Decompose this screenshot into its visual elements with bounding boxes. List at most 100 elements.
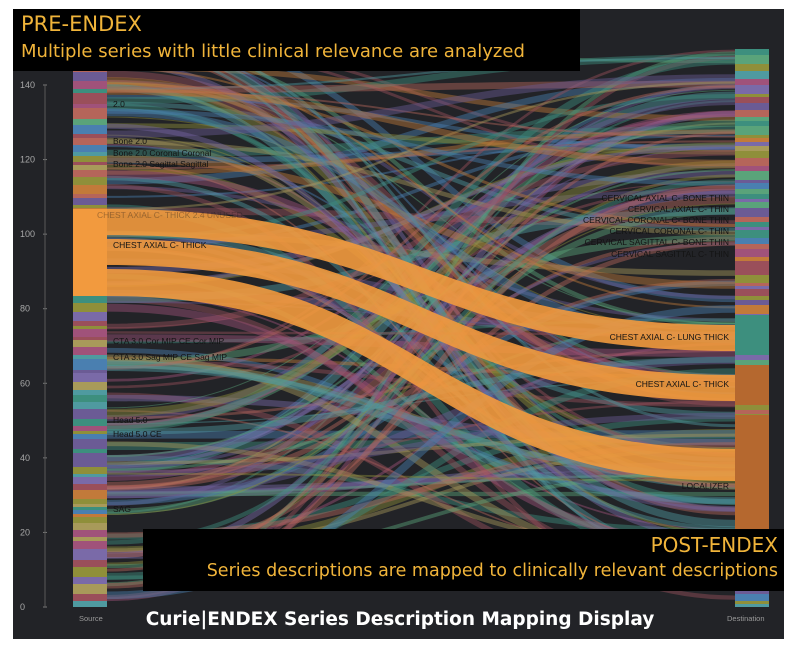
destination-node-segment	[735, 222, 769, 227]
flow-ribbon	[106, 101, 736, 232]
source-axis-label: Source	[79, 614, 103, 623]
flow-ribbon	[106, 412, 736, 477]
destination-node-segment	[735, 208, 769, 217]
source-node-segment	[73, 434, 107, 439]
source-node-segment	[73, 303, 107, 308]
source-node-segment	[73, 431, 107, 434]
flow-ribbon	[106, 180, 736, 329]
flow-ribbon	[106, 85, 736, 370]
flow-ribbon	[106, 144, 736, 286]
flow-ribbon	[106, 400, 736, 473]
flow-ribbon	[106, 140, 736, 170]
source-node-segment	[73, 93, 107, 104]
source-label: 2.0	[113, 99, 125, 109]
source-node-segment	[73, 439, 107, 449]
source-label: Head 5.0	[113, 415, 148, 425]
destination-node-segment	[735, 126, 769, 135]
destination-label: CERVICAL CORONAL C- THIN	[610, 226, 730, 236]
source-node-segment	[73, 177, 107, 185]
source-label: CTA 3.0 Sag MIP CE Sag MIP	[113, 352, 227, 362]
source-node-segment	[73, 601, 107, 607]
flow-ribbon	[106, 334, 736, 357]
source-node-segment	[73, 205, 107, 208]
source-label: Bone 2.0	[113, 136, 147, 146]
source-node-segment	[73, 337, 107, 340]
source-node-segment	[73, 461, 107, 467]
source-node-segment	[73, 541, 107, 549]
flow-ribbon	[106, 102, 736, 506]
destination-node-segment	[735, 410, 769, 414]
flow-ribbon	[106, 139, 736, 236]
source-node-segment	[73, 326, 107, 329]
flow-ribbon	[106, 129, 736, 175]
flow-ribbon	[106, 472, 736, 482]
source-node-segment	[73, 81, 107, 89]
source-node-segment	[73, 321, 107, 326]
source-node-segment	[73, 373, 107, 382]
y-tick-label: 40	[20, 453, 30, 463]
destination-label: LOCALIZER	[682, 481, 729, 491]
source-node-segment	[73, 347, 107, 355]
destination-node-block	[735, 365, 769, 405]
destination-node-segment	[735, 110, 769, 117]
flow-ribbon	[106, 109, 736, 187]
flow-ribbon	[106, 150, 736, 330]
flow-ribbon	[106, 70, 736, 388]
destination-node-segment	[735, 202, 769, 208]
source-node-segment	[73, 162, 107, 165]
flow-ribbon	[106, 188, 736, 481]
source-node-segment	[73, 402, 107, 409]
destination-label: CERVICAL SAGITTAL C- BONE THIN	[585, 237, 729, 247]
flow-ribbon	[106, 57, 736, 434]
destination-node-segment	[735, 296, 769, 300]
destination-node-segment	[735, 71, 769, 79]
source-node-segment	[73, 134, 107, 138]
flow-ribbon	[106, 196, 736, 490]
flow-ribbon	[106, 49, 736, 371]
destination-node-segment	[735, 117, 769, 121]
source-node-segment	[73, 329, 107, 337]
flow-ribbon	[106, 280, 736, 506]
source-node-segment	[73, 477, 107, 484]
source-node-segment	[73, 504, 107, 507]
destination-node-segment	[735, 601, 769, 604]
source-node-segment	[73, 296, 107, 303]
destination-node-segment	[735, 97, 769, 103]
destination-node-segment	[735, 217, 769, 222]
flow-ribbon	[106, 81, 736, 378]
flow-ribbon	[106, 85, 736, 506]
flow-ribbon	[106, 292, 736, 531]
destination-node-bar	[735, 49, 769, 607]
destination-node-segment	[735, 146, 769, 151]
source-node-segment	[73, 119, 107, 125]
destination-node-segment	[735, 94, 769, 97]
source-node-segment	[73, 449, 107, 453]
source-label: SAG	[113, 504, 131, 514]
destination-node-segment	[735, 55, 769, 64]
source-node-segment	[73, 577, 107, 584]
destination-node-segment	[735, 142, 769, 146]
flow-ribbon	[106, 89, 736, 409]
source-node-segment	[73, 125, 107, 134]
flow-ribbon	[106, 98, 736, 422]
source-node-segment	[73, 108, 107, 119]
source-node-segment	[73, 390, 107, 395]
flow-ribbon	[106, 155, 736, 289]
destination-node-segment	[735, 257, 769, 261]
destination-node-segment	[735, 261, 769, 270]
flow-ribbon	[106, 360, 736, 505]
destination-node-segment	[735, 158, 769, 166]
y-tick-label: 80	[20, 304, 30, 314]
source-node-segment	[73, 514, 107, 517]
source-node-bar	[73, 24, 107, 607]
source-node-segment	[73, 355, 107, 359]
destination-node-segment	[735, 79, 769, 85]
source-node-segment	[73, 584, 107, 594]
flow-ribbon	[106, 60, 736, 543]
source-node-segment	[73, 185, 107, 194]
source-label: Head 5.0 CE	[113, 429, 162, 439]
source-node-segment	[73, 370, 107, 373]
flow-ribbon	[106, 356, 736, 436]
flow-ribbon	[106, 79, 736, 300]
